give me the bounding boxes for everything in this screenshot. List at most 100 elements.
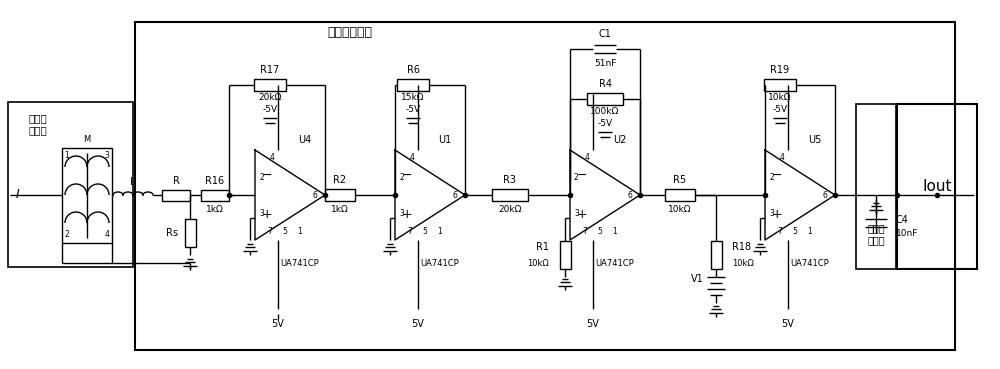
Text: U1: U1	[438, 135, 452, 145]
Text: +: +	[772, 208, 782, 221]
Text: 10kΩ: 10kΩ	[768, 93, 792, 103]
Text: 1kΩ: 1kΩ	[331, 206, 349, 214]
Text: −: −	[577, 169, 587, 182]
Text: 5V: 5V	[587, 319, 599, 329]
Text: U4: U4	[298, 135, 312, 145]
Text: 4: 4	[105, 230, 109, 239]
Text: 10kΩ: 10kΩ	[732, 259, 754, 268]
Text: R2: R2	[333, 175, 347, 185]
Text: 2: 2	[574, 172, 579, 182]
Text: −: −	[772, 169, 782, 182]
Text: 1: 1	[808, 228, 812, 237]
Text: R6: R6	[406, 65, 420, 75]
Text: 2: 2	[259, 172, 264, 182]
Bar	[254, 79, 286, 91]
Text: 20kΩ: 20kΩ	[498, 206, 522, 214]
Text: C1: C1	[599, 29, 611, 39]
Text: 10nF: 10nF	[896, 228, 918, 238]
Text: 2: 2	[399, 172, 404, 182]
Text: 3: 3	[105, 151, 109, 160]
Text: R: R	[173, 176, 179, 186]
Text: 1: 1	[65, 151, 69, 160]
Text: R19: R19	[770, 65, 790, 75]
Text: 1kΩ: 1kΩ	[206, 204, 224, 214]
Bar	[665, 189, 695, 201]
Bar	[492, 189, 528, 201]
Text: 2: 2	[65, 230, 69, 239]
Text: 7: 7	[268, 228, 272, 237]
Text: 4: 4	[585, 154, 589, 162]
Text: -5V: -5V	[405, 104, 421, 114]
Bar	[8, 102, 133, 267]
Text: 10kΩ: 10kΩ	[527, 259, 549, 268]
Text: 6: 6	[452, 190, 457, 200]
Text: 51nF: 51nF	[594, 59, 616, 68]
Text: 6: 6	[312, 190, 317, 200]
Text: R3: R3	[504, 175, 516, 185]
Bar	[397, 79, 429, 91]
Bar	[62, 148, 112, 242]
Text: 7: 7	[408, 228, 412, 237]
Text: U5: U5	[808, 135, 822, 145]
Text: 1: 1	[438, 228, 442, 237]
Text: V1: V1	[691, 274, 704, 284]
Bar	[325, 189, 355, 201]
Bar	[856, 104, 896, 269]
Text: -5V: -5V	[772, 104, 788, 114]
Text: 2: 2	[769, 172, 774, 182]
Bar	[184, 219, 196, 247]
Bar	[897, 104, 977, 269]
Text: 100kΩ: 100kΩ	[590, 107, 620, 117]
Text: UA741CP: UA741CP	[281, 259, 319, 268]
Text: 5V: 5V	[272, 319, 284, 329]
Text: Rs: Rs	[166, 228, 178, 238]
Text: R1: R1	[536, 242, 549, 252]
Text: L: L	[130, 177, 136, 187]
Text: 5: 5	[423, 228, 427, 237]
Text: 7: 7	[583, 228, 587, 237]
Text: −: −	[402, 169, 412, 182]
Text: I: I	[16, 189, 20, 201]
Text: C4: C4	[896, 215, 909, 225]
Text: 5V: 5V	[782, 319, 794, 329]
Text: R5: R5	[673, 175, 687, 185]
Text: 3: 3	[399, 208, 404, 217]
Text: 5: 5	[793, 228, 797, 237]
Text: UA741CP: UA741CP	[421, 259, 459, 268]
Text: 第一滤
波电路: 第一滤 波电路	[867, 223, 885, 245]
Text: M: M	[83, 135, 91, 144]
Text: 3: 3	[769, 208, 774, 217]
Bar	[587, 93, 623, 105]
Text: 6: 6	[822, 190, 827, 200]
Text: 20kΩ: 20kΩ	[258, 93, 282, 103]
Text: +: +	[262, 208, 272, 221]
Text: 电流采集单元: 电流采集单元	[328, 27, 372, 39]
Text: 3: 3	[574, 208, 579, 217]
Text: 4: 4	[270, 154, 274, 162]
Text: Iout: Iout	[922, 179, 952, 194]
Text: −: −	[262, 169, 272, 182]
Text: 3: 3	[259, 208, 264, 217]
Text: +: +	[402, 208, 412, 221]
Text: +: +	[577, 208, 587, 221]
Text: 5: 5	[283, 228, 287, 237]
Text: UA741CP: UA741CP	[596, 259, 634, 268]
Text: R4: R4	[598, 79, 612, 89]
Bar	[135, 22, 955, 350]
Text: 4: 4	[410, 154, 414, 162]
Bar	[162, 190, 190, 200]
Text: 5V: 5V	[412, 319, 424, 329]
Bar	[201, 190, 229, 200]
Bar	[710, 241, 722, 269]
Text: 10kΩ: 10kΩ	[668, 206, 692, 214]
Bar	[560, 241, 570, 269]
Text: 第一隔
离电路: 第一隔 离电路	[29, 113, 47, 135]
Text: R17: R17	[260, 65, 280, 75]
Text: R16: R16	[205, 176, 225, 186]
Text: 1: 1	[613, 228, 617, 237]
Text: 5: 5	[598, 228, 602, 237]
Text: -5V: -5V	[597, 118, 613, 128]
Text: 7: 7	[778, 228, 782, 237]
Text: -5V: -5V	[262, 104, 278, 114]
Text: 15kΩ: 15kΩ	[401, 93, 425, 103]
